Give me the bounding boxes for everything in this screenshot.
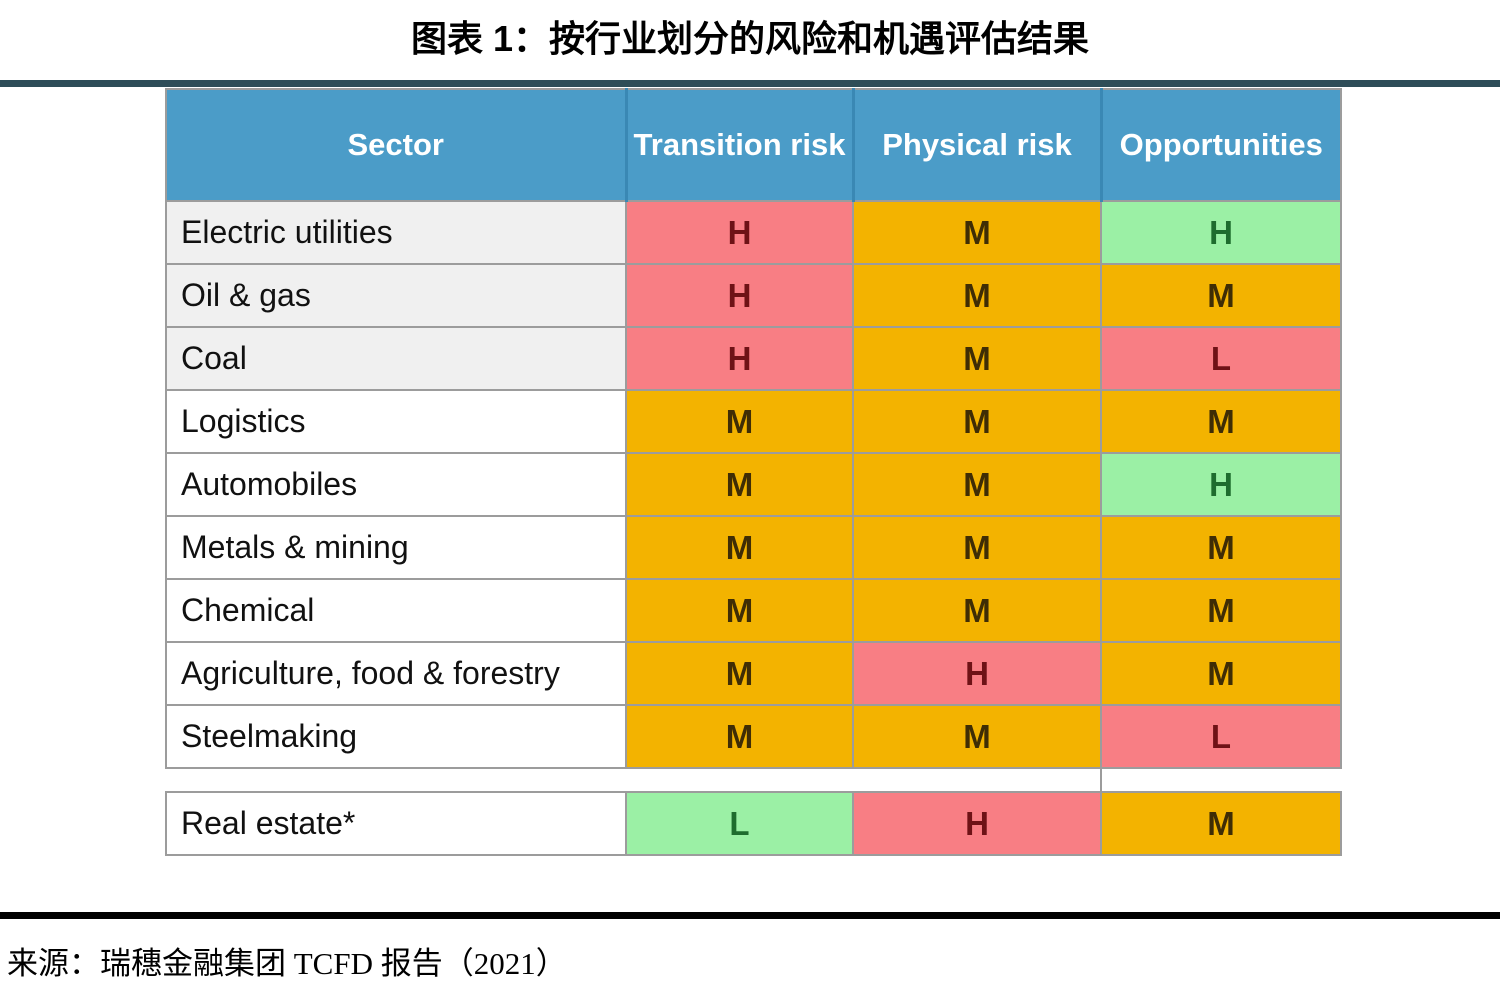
- source-line: 来源：瑞穗金融集团 TCFD 报告（2021）: [7, 946, 567, 981]
- rating-cell: M: [852, 200, 1102, 265]
- rating-cell: M: [852, 326, 1102, 391]
- sector-cell: Oil & gas: [165, 263, 627, 328]
- spacer-cell: [626, 767, 853, 793]
- col-header-transition-risk: Transition risk: [624, 88, 854, 202]
- rating-cell: M: [1100, 791, 1342, 856]
- rating-cell: L: [1100, 704, 1342, 769]
- sector-cell: Coal: [165, 326, 627, 391]
- rating-cell: M: [1100, 389, 1342, 454]
- rating-cell: M: [1100, 578, 1342, 643]
- bottom-rule: [0, 912, 1500, 919]
- spacer-cell: [853, 767, 1101, 793]
- rating-cell: L: [625, 791, 854, 856]
- col-header-opportunities: Opportunities: [1099, 88, 1342, 202]
- rating-cell: M: [625, 389, 854, 454]
- table-body: Electric utilities H M H Oil & gas H M M Coal H M L…: [165, 200, 1342, 856]
- spacer-row: [166, 767, 1341, 793]
- table-row: Logistics M M M: [165, 389, 1342, 454]
- table-row: Metals & mining M M M: [165, 515, 1342, 580]
- rating-cell: M: [852, 578, 1102, 643]
- table-row: Coal H M L: [165, 326, 1342, 391]
- rating-cell: M: [625, 641, 854, 706]
- header-row: Sector Transition risk Physical risk Opp…: [165, 88, 1342, 202]
- rating-cell: H: [852, 641, 1102, 706]
- rating-cell: H: [625, 326, 854, 391]
- top-rule: [0, 80, 1500, 87]
- sector-cell: Electric utilities: [165, 200, 627, 265]
- figure-title: 图表 1：按行业划分的风险和机遇评估结果: [410, 18, 1090, 59]
- sector-cell: Chemical: [165, 578, 627, 643]
- table-row: Agriculture, food & forestry M H M: [165, 641, 1342, 706]
- rating-cell: H: [1100, 200, 1342, 265]
- sector-cell: Steelmaking: [165, 704, 627, 769]
- table-row: Steelmaking M M L: [165, 704, 1342, 769]
- sector-cell: Logistics: [165, 389, 627, 454]
- rating-cell: M: [625, 578, 854, 643]
- sector-cell: Metals & mining: [165, 515, 627, 580]
- spacer-cell: [1100, 767, 1341, 793]
- table-row: Electric utilities H M H: [165, 200, 1342, 265]
- table-header: Sector Transition risk Physical risk Opp…: [165, 88, 1342, 202]
- col-header-sector: Sector: [165, 88, 627, 202]
- rating-cell: M: [852, 704, 1102, 769]
- spacer-cell: [166, 767, 626, 793]
- table-row: Chemical M M M: [165, 578, 1342, 643]
- col-header-physical-risk: Physical risk: [851, 88, 1102, 202]
- rating-cell: M: [1100, 263, 1342, 328]
- rating-cell: H: [625, 200, 854, 265]
- rating-cell: M: [1100, 641, 1342, 706]
- rating-cell: M: [852, 389, 1102, 454]
- rating-cell: M: [625, 704, 854, 769]
- rating-cell: M: [1100, 515, 1342, 580]
- rating-cell: H: [1100, 452, 1342, 517]
- rating-cell: M: [625, 515, 854, 580]
- rating-cell: M: [625, 452, 854, 517]
- sector-cell: Automobiles: [165, 452, 627, 517]
- rating-cell: M: [852, 263, 1102, 328]
- rating-cell: H: [625, 263, 854, 328]
- table-row: Real estate* L H M: [165, 791, 1342, 856]
- rating-cell: M: [852, 452, 1102, 517]
- rating-cell: M: [852, 515, 1102, 580]
- sector-risk-table: Sector Transition risk Physical risk Opp…: [165, 88, 1342, 856]
- rating-cell: L: [1100, 326, 1342, 391]
- sector-cell: Real estate*: [165, 791, 627, 856]
- rating-cell: H: [852, 791, 1102, 856]
- table-row: Oil & gas H M M: [165, 263, 1342, 328]
- table-row: Automobiles M M H: [165, 452, 1342, 517]
- sector-cell: Agriculture, food & forestry: [165, 641, 627, 706]
